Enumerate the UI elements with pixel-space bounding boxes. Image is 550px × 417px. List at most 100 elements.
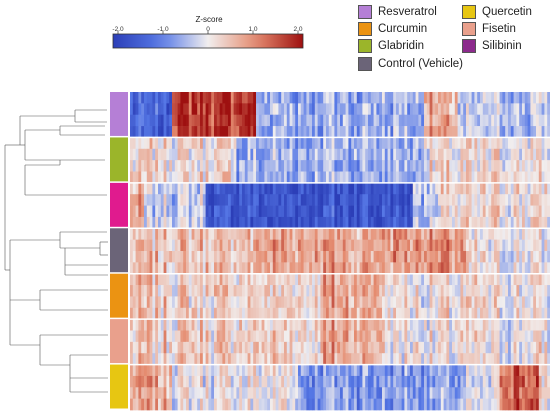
heatmap-cell <box>541 148 545 161</box>
heatmap-cell <box>264 353 268 365</box>
heatmap-cell <box>286 341 290 354</box>
heatmap-cell <box>267 160 271 172</box>
heatmap-cell <box>368 160 372 172</box>
heatmap-cell <box>368 114 372 127</box>
heatmap-cell <box>362 375 366 388</box>
heatmap-cell <box>326 114 330 127</box>
heatmap-cell <box>160 182 164 195</box>
heatmap-cell <box>216 171 220 184</box>
heatmap-cell <box>295 205 299 218</box>
heatmap-cell <box>398 387 402 399</box>
heatmap-cell <box>356 171 360 184</box>
heatmap-cell <box>356 319 360 331</box>
heatmap-cell <box>258 341 262 354</box>
heatmap-cell <box>471 273 475 286</box>
heatmap-cell <box>284 182 288 195</box>
heatmap-cell <box>135 171 139 184</box>
heatmap-cell <box>342 239 346 252</box>
heatmap-cell <box>230 398 234 411</box>
heatmap-cell <box>228 92 232 104</box>
heatmap-cell <box>314 273 318 286</box>
heatmap-cell <box>541 398 545 411</box>
heatmap-cell <box>522 364 526 377</box>
heatmap-cell <box>272 387 276 399</box>
heatmap-cell <box>337 330 341 343</box>
heatmap-cell <box>334 148 338 161</box>
heatmap-cell <box>421 160 425 172</box>
heatmap-cell <box>132 251 136 263</box>
heatmap-cell <box>239 285 243 297</box>
heatmap-cell <box>522 216 526 229</box>
heatmap-cell <box>172 148 176 161</box>
heatmap-cell <box>306 239 310 252</box>
heatmap-cell <box>239 160 243 172</box>
heatmap-cell <box>345 251 349 263</box>
heatmap-cell <box>130 353 134 365</box>
heatmap-cell <box>449 92 453 104</box>
heatmap-cell <box>424 375 428 388</box>
heatmap-cell <box>541 387 545 399</box>
heatmap-cell <box>169 387 173 399</box>
heatmap-cell <box>536 296 540 309</box>
heatmap-cell <box>488 398 492 411</box>
heatmap-cell <box>188 194 192 206</box>
heatmap-cell <box>138 126 142 138</box>
heatmap-cell <box>429 194 433 206</box>
heatmap-cell <box>454 296 458 309</box>
heatmap-cell <box>452 251 456 263</box>
heatmap-cell <box>435 160 439 172</box>
heatmap-cell <box>365 364 369 377</box>
heatmap-cell <box>323 341 327 354</box>
heatmap-cell <box>359 353 363 365</box>
heatmap-cell <box>303 353 307 365</box>
heatmap-cell <box>191 353 195 365</box>
heatmap-cell <box>219 205 223 218</box>
heatmap-cell <box>278 398 282 411</box>
heatmap-cell <box>152 194 156 206</box>
heatmap-cell <box>256 251 260 263</box>
heatmap-cell <box>272 126 276 138</box>
heatmap-cell <box>323 92 327 104</box>
heatmap-cell <box>205 182 209 195</box>
heatmap-cell <box>376 319 380 331</box>
heatmap-cell <box>174 160 178 172</box>
heatmap-cell <box>510 364 514 377</box>
heatmap-cell <box>376 375 380 388</box>
heatmap-cell <box>524 228 528 240</box>
heatmap-cell <box>510 387 514 399</box>
heatmap-cell <box>468 262 472 275</box>
heatmap-cell <box>174 92 178 104</box>
heatmap-cell <box>348 160 352 172</box>
heatmap-cell <box>270 137 274 150</box>
heatmap-cell <box>132 239 136 252</box>
heatmap-cell <box>278 216 282 229</box>
heatmap-cell <box>538 126 542 138</box>
heatmap-cell <box>379 387 383 399</box>
heatmap-cell <box>365 262 369 275</box>
heatmap-cell <box>524 182 528 195</box>
heatmap-cell <box>331 160 335 172</box>
heatmap-cell <box>412 330 416 343</box>
heatmap-cell <box>356 262 360 275</box>
heatmap-cell <box>183 92 187 104</box>
heatmap-cell <box>530 273 534 286</box>
heatmap-cell <box>541 182 545 195</box>
heatmap-cell <box>401 296 405 309</box>
heatmap-cell <box>429 296 433 309</box>
heatmap-cell <box>396 364 400 377</box>
heatmap-cell <box>342 364 346 377</box>
heatmap-cell <box>197 273 201 286</box>
heatmap-cell <box>527 171 531 184</box>
heatmap-cell <box>401 330 405 343</box>
heatmap-cell <box>516 205 520 218</box>
heatmap-cell <box>328 137 332 150</box>
heatmap-cell <box>496 182 500 195</box>
heatmap-cell <box>250 330 254 343</box>
heatmap-cell <box>191 285 195 297</box>
heatmap-cell <box>180 103 184 116</box>
heatmap-cell <box>326 307 330 320</box>
heatmap-cell <box>530 353 534 365</box>
heatmap-cell <box>415 114 419 127</box>
heatmap-cell <box>250 273 254 286</box>
heatmap-cell <box>538 398 542 411</box>
